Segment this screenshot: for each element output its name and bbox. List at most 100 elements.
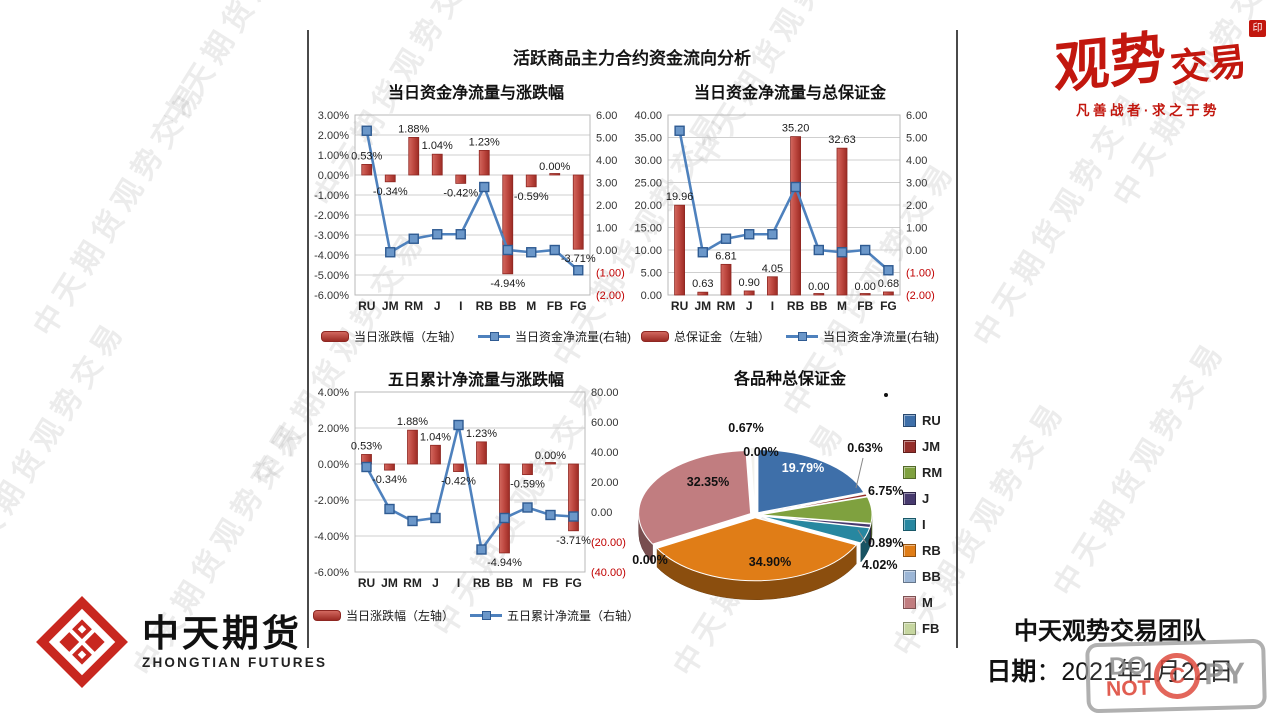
pie-legend-label: J — [922, 491, 930, 506]
svg-text:0.00: 0.00 — [641, 290, 662, 302]
svg-text:5.00: 5.00 — [641, 268, 662, 280]
legend-item: 当日资金净流量(右轴) — [478, 328, 631, 345]
svg-text:RU: RU — [358, 299, 375, 313]
bar-series — [361, 429, 579, 554]
pie-legend-item: J — [903, 491, 942, 506]
logo-tagline: 凡善战者·求之于势 — [1076, 103, 1220, 118]
logo-calligraphy-part1: 观势 — [1054, 24, 1166, 101]
chart-title: 各品种总保证金 — [733, 371, 846, 388]
svg-text:RU: RU — [358, 576, 375, 590]
stamp-word-not: NOT — [1105, 676, 1151, 701]
pie-legend-label: RU — [922, 413, 941, 428]
line-series — [674, 125, 894, 276]
category-labels: RU JM RM J I RB BB M FB FG — [671, 299, 897, 313]
legend-label: 当日涨跌幅（左轴） — [345, 608, 454, 623]
pie-slices — [638, 447, 873, 582]
do-not-copy-stamp: DO NOT C PY — [1085, 638, 1267, 714]
stamp-word-py: PY — [1203, 657, 1247, 692]
svg-text:0.63%: 0.63% — [847, 441, 882, 455]
svg-text:1.00%: 1.00% — [318, 150, 349, 162]
svg-text:-6.00%: -6.00% — [314, 290, 349, 302]
svg-text:80.00: 80.00 — [591, 387, 619, 399]
svg-text:30.00: 30.00 — [634, 155, 662, 167]
pie-legend-label: RM — [922, 465, 943, 480]
svg-text:-0.59%: -0.59% — [514, 191, 549, 203]
svg-text:0.00: 0.00 — [854, 281, 875, 293]
svg-text:0.00%: 0.00% — [743, 445, 778, 459]
watermark-text: 中天期货观势交易 — [1047, 333, 1233, 603]
svg-text:4.00: 4.00 — [596, 155, 617, 167]
svg-text:19.79%: 19.79% — [782, 461, 824, 475]
content-left-rule — [307, 30, 309, 648]
svg-text:-0.42%: -0.42% — [443, 187, 478, 199]
axis-tick-labels: 4.00% 2.00% 0.00% -2.00% -4.00% -6.00% 80.00 60… — [314, 387, 626, 579]
svg-text:RM: RM — [403, 576, 422, 590]
zhongtian-diamond-icon — [36, 596, 128, 688]
pie-legend-item: JM — [903, 439, 942, 454]
svg-text:JM: JM — [694, 299, 711, 313]
svg-text:0.68: 0.68 — [878, 278, 899, 290]
svg-text:1.00: 1.00 — [596, 223, 617, 235]
svg-text:6.75%: 6.75% — [868, 484, 903, 498]
svg-text:0.90: 0.90 — [738, 277, 759, 289]
svg-text:M: M — [526, 299, 536, 313]
svg-text:1.88%: 1.88% — [397, 416, 428, 428]
bar-series — [361, 137, 584, 275]
legend-item: 五日累计净流量（右轴） — [470, 607, 639, 624]
legend-item: 总保证金（左轴） — [640, 328, 770, 345]
svg-text:-4.94%: -4.94% — [490, 278, 525, 290]
svg-text:0.63: 0.63 — [692, 278, 713, 290]
svg-text:-4.00%: -4.00% — [314, 250, 349, 262]
pie-legend-swatch-icon — [903, 544, 916, 557]
bottom-logo: 中天期货 ZHONGTIAN FUTURES — [36, 596, 327, 688]
pie-side-walls — [638, 513, 873, 601]
svg-text:-3.71%: -3.71% — [561, 253, 596, 265]
svg-text:JM: JM — [382, 299, 399, 313]
pie-legend-item: RU — [903, 413, 942, 428]
svg-text:M: M — [523, 576, 533, 590]
bar-data-labels: 0.53% -0.34% 1.88% 1.04% -0.42% 1.23% -4.94% -0… — [351, 416, 591, 569]
bar-swatch-icon — [640, 330, 669, 342]
legend-label: 五日累计净流量（右轴） — [507, 608, 640, 623]
pie-legend-label: JM — [922, 439, 941, 454]
svg-text:RU: RU — [671, 299, 688, 313]
svg-text:32.35%: 32.35% — [687, 475, 729, 489]
svg-text:4.00: 4.00 — [906, 155, 927, 167]
svg-text:3.00%: 3.00% — [318, 110, 349, 122]
svg-text:BB: BB — [499, 299, 517, 313]
axis-tick-labels: 40.00 35.00 30.00 25.00 20.00 15.00 10.00 5.00 0… — [634, 110, 934, 302]
stray-dot — [884, 393, 888, 397]
svg-text:-3.71%: -3.71% — [556, 535, 591, 547]
svg-text:J: J — [434, 299, 441, 313]
svg-text:2.00%: 2.00% — [318, 130, 349, 142]
svg-text:4.00%: 4.00% — [318, 387, 349, 399]
legend-label: 当日资金净流量(右轴) — [515, 329, 631, 344]
svg-text:19.96: 19.96 — [666, 191, 694, 203]
svg-text:0.53%: 0.53% — [351, 440, 382, 452]
date-line: 日期：2021年1月22日 — [950, 652, 1270, 688]
date-colon: ： — [1036, 658, 1062, 686]
svg-text:BB: BB — [810, 299, 828, 313]
chart-daily-net-flow-vs-margin: 当日资金净流量与总保证金 40.00 35.00 30.00 25.00 20.00 15… — [620, 75, 960, 360]
svg-text:0.89%: 0.89% — [868, 536, 903, 550]
svg-text:-0.42%: -0.42% — [441, 476, 476, 488]
svg-text:FB: FB — [543, 576, 559, 590]
svg-text:-2.00%: -2.00% — [314, 495, 349, 507]
svg-text:I: I — [771, 299, 774, 313]
line-series — [361, 419, 579, 555]
svg-text:FG: FG — [570, 299, 587, 313]
legend-label: 当日资金净流量(右轴) — [823, 329, 939, 344]
bar-swatch-icon — [320, 330, 349, 342]
pie-legend-swatch-icon — [903, 440, 916, 453]
svg-text:(20.00): (20.00) — [591, 537, 626, 549]
svg-text:(2.00): (2.00) — [906, 290, 935, 302]
pie-legend: RU JM RM J I RB BB M FB — [903, 413, 942, 636]
pie-legend-item: RM — [903, 465, 942, 480]
category-labels: RU JM RM J I RB BB M FB FG — [358, 299, 587, 313]
pie-legend-item: BB — [903, 569, 942, 584]
svg-text:(1.00): (1.00) — [906, 268, 935, 280]
chart-title: 当日资金净流量与涨跌幅 — [387, 85, 564, 102]
svg-text:RB: RB — [787, 299, 805, 313]
svg-text:3.00: 3.00 — [596, 178, 617, 190]
svg-text:1.23%: 1.23% — [469, 136, 500, 148]
